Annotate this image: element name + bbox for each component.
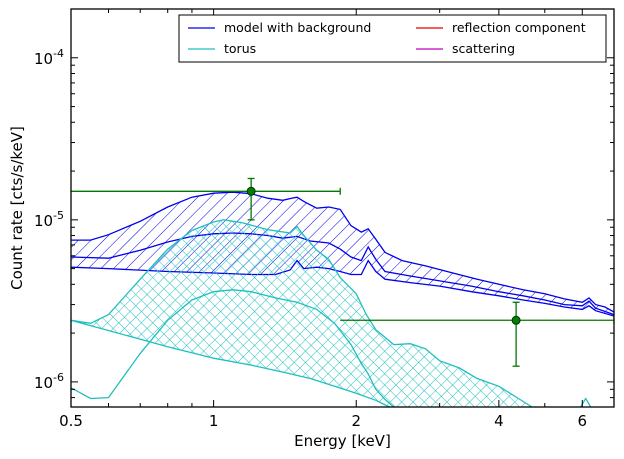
- x-axis-label: Energy [keV]: [294, 432, 391, 450]
- model-with-background-band-fill: [71, 192, 614, 316]
- legend-label-scattering: scattering: [452, 41, 515, 56]
- legend-label-model: model with background: [224, 20, 371, 35]
- torus-upper-line: [71, 219, 533, 407]
- legend-label-torus: torus: [224, 41, 256, 56]
- x-tick-label: 1: [209, 412, 219, 430]
- model-with-background-upper-line: [71, 191, 614, 313]
- legend-label-reflection: reflection component: [452, 20, 586, 35]
- torus-middle-line: [71, 289, 395, 407]
- x-tick-label: 6: [578, 412, 588, 430]
- data-marker: [246, 186, 256, 196]
- axis-ticks: [70, 8, 615, 408]
- data-point-2: [340, 301, 614, 367]
- legend: model with background torus reflection c…: [178, 14, 607, 63]
- data-errorbars: [71, 177, 614, 367]
- y-tick-labels: 10-6 10-5 10-4: [34, 47, 64, 392]
- data-point-1: [71, 177, 341, 221]
- y-tick-label: 10-6: [34, 371, 64, 392]
- x-tick-label: 0.5: [59, 412, 83, 430]
- x-tick-label: 4: [494, 412, 504, 430]
- x-tick-labels: 0.5 1 2 4 6: [59, 412, 587, 430]
- torus-lower-line: [71, 319, 390, 407]
- y-tick-label: 10-4: [34, 47, 64, 68]
- torus-band-fill: [71, 219, 532, 407]
- legend-box: [178, 14, 607, 63]
- data-marker: [511, 315, 521, 325]
- plot-frame: [70, 8, 615, 408]
- y-axis-label: Count rate [cts/s/keV]: [8, 126, 26, 290]
- x-tick-label: 2: [351, 412, 361, 430]
- y-tick-label: 10-5: [34, 209, 64, 230]
- plot-area: [71, 191, 614, 407]
